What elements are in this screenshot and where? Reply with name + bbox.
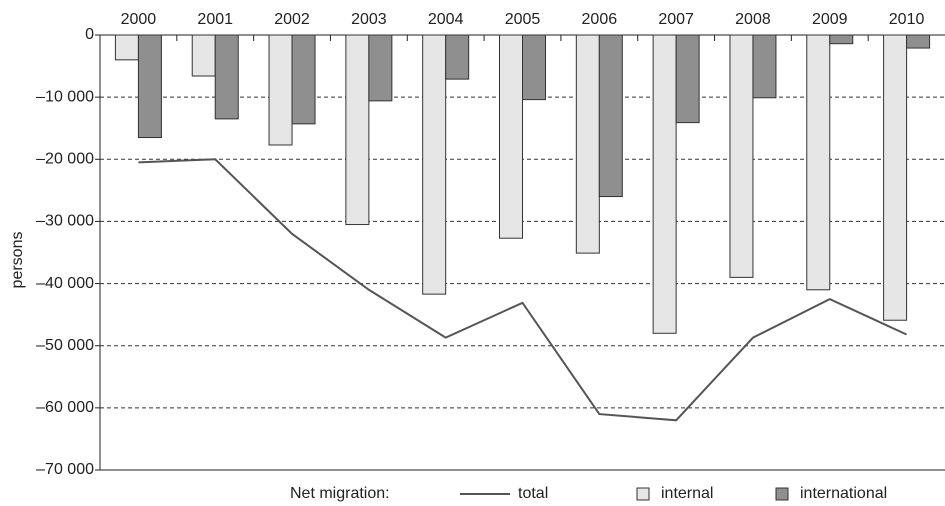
x-tick-label: 2002 (274, 11, 310, 28)
y-tick-label: –30 000 (36, 213, 94, 230)
bar (729, 34, 754, 278)
y-tick-label: –60 000 (36, 399, 94, 416)
bar (522, 34, 546, 101)
x-tick-label: 2004 (428, 11, 464, 28)
line (138, 158, 908, 422)
x-tick-label: 2008 (735, 11, 771, 28)
legend-swatch (775, 487, 789, 501)
bar (829, 34, 854, 45)
bar (752, 34, 777, 99)
bar (268, 34, 293, 146)
bar (345, 34, 370, 226)
y-tick-label: –50 000 (36, 337, 94, 354)
x-tick-label: 2006 (582, 11, 618, 28)
bar (499, 34, 523, 239)
bar (883, 34, 908, 321)
bar (575, 34, 600, 254)
x-tick-label: 2001 (197, 11, 233, 28)
y-tick-label: –20 000 (36, 151, 94, 168)
bar (291, 34, 316, 125)
bar (368, 34, 393, 102)
bar (214, 34, 239, 120)
bar (191, 34, 216, 77)
bar (675, 34, 700, 124)
x-tick-label: 2009 (812, 11, 848, 28)
bar (806, 34, 831, 291)
x-tick-label: 2005 (505, 11, 541, 28)
bar (598, 34, 623, 198)
bar (652, 34, 677, 334)
bar (114, 34, 139, 61)
bar (137, 34, 162, 139)
y-tick-label: –40 000 (36, 275, 94, 292)
legend-title: Net migration: (290, 485, 390, 502)
x-tick-label: 2010 (889, 11, 925, 28)
bar (422, 34, 447, 295)
x-tick-label: 2000 (121, 11, 157, 28)
legend-label: international (800, 485, 887, 502)
x-tick-label: 2003 (351, 11, 387, 28)
y-tick-label: 0 (85, 26, 94, 43)
legend-swatch (636, 487, 650, 501)
legend-label: total (518, 485, 548, 502)
bar (445, 34, 470, 80)
x-tick-label: 2007 (658, 11, 694, 28)
legend-label: internal (661, 485, 713, 502)
y-axis-label: persons (9, 232, 26, 289)
y-tick-label: –70 000 (36, 461, 94, 478)
bar (906, 34, 931, 49)
y-tick-label: –10 000 (36, 88, 94, 105)
